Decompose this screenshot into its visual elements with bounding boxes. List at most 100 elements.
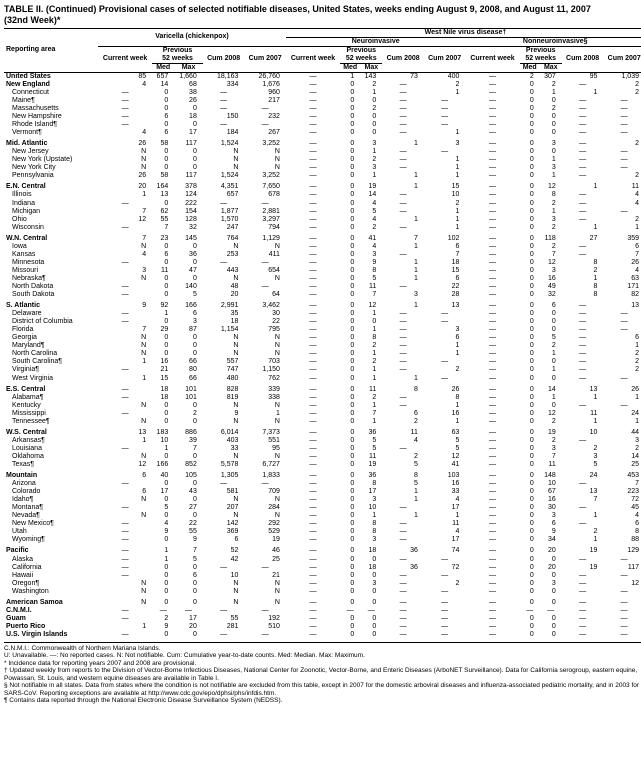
- col-max-1: Max: [174, 63, 203, 72]
- data-cell: —: [382, 580, 424, 588]
- data-cell: 657: [152, 72, 174, 81]
- area-cell: Indiana: [4, 200, 98, 208]
- data-cell: 36: [382, 547, 424, 555]
- data-cell: 0: [520, 418, 540, 426]
- data-cell: 9: [152, 623, 174, 631]
- data-cell: 0: [360, 129, 382, 137]
- data-cell: 4: [98, 81, 152, 89]
- data-cell: 6: [424, 243, 466, 251]
- data-cell: 11: [603, 183, 641, 191]
- data-cell: —: [98, 445, 152, 453]
- data-cell: 0: [340, 267, 360, 275]
- data-cell: —: [562, 556, 604, 564]
- data-cell: 95: [244, 445, 286, 453]
- data-cell: —: [286, 528, 340, 536]
- area-cell: Louisiana: [4, 445, 98, 453]
- data-cell: 0: [340, 259, 360, 267]
- col-max-3: Max: [540, 63, 562, 72]
- data-cell: —: [286, 564, 340, 572]
- data-cell: 7: [98, 235, 152, 243]
- data-cell: —: [465, 429, 519, 437]
- data-cell: 0: [520, 547, 540, 555]
- data-cell: 6: [382, 410, 424, 418]
- data-cell: 10: [424, 191, 466, 199]
- area-cell: Connecticut: [4, 89, 98, 97]
- data-cell: 0: [152, 580, 174, 588]
- data-cell: 17: [424, 536, 466, 544]
- data-cell: 1: [424, 89, 466, 97]
- data-cell: 34: [540, 536, 562, 544]
- area-cell: New York (Upstate): [4, 156, 98, 164]
- data-cell: 0: [340, 291, 360, 299]
- data-cell: 0: [540, 402, 562, 410]
- data-cell: 0: [520, 536, 540, 544]
- data-cell: 0: [152, 453, 174, 461]
- data-cell: 2: [424, 81, 466, 89]
- data-cell: —: [465, 97, 519, 105]
- data-cell: 1: [424, 512, 466, 520]
- data-cell: —: [286, 418, 340, 426]
- data-cell: 8: [603, 528, 641, 536]
- data-cell: 0: [340, 342, 360, 350]
- data-cell: 0: [360, 623, 382, 631]
- data-cell: —: [286, 520, 340, 528]
- data-cell: —: [562, 334, 604, 342]
- data-cell: 10: [360, 504, 382, 512]
- data-cell: N: [98, 350, 152, 358]
- table-row: Texas¶121668525,5786,727—019541—011525: [4, 461, 641, 469]
- data-cell: —: [203, 105, 245, 113]
- data-cell: 6: [424, 334, 466, 342]
- data-cell: 1,676: [244, 81, 286, 89]
- data-cell: 453: [603, 472, 641, 480]
- area-cell: Alaska: [4, 556, 98, 564]
- data-cell: —: [562, 105, 604, 113]
- footnote: * Incidence data for reporting years 200…: [4, 660, 641, 667]
- data-cell: 1: [382, 172, 424, 180]
- data-cell: 0: [520, 259, 540, 267]
- data-cell: 0: [340, 243, 360, 251]
- data-cell: —: [382, 607, 424, 615]
- data-cell: 0: [340, 235, 360, 243]
- data-cell: 0: [520, 243, 540, 251]
- table-row: OklahomaN00NN—011212—07314: [4, 453, 641, 461]
- data-cell: —: [98, 528, 152, 536]
- data-cell: 20: [174, 623, 203, 631]
- data-cell: 0: [152, 148, 174, 156]
- data-cell: —: [562, 623, 604, 631]
- data-cell: 0: [152, 105, 174, 113]
- data-cell: 0: [360, 599, 382, 607]
- data-cell: —: [465, 445, 519, 453]
- data-cell: 13: [98, 429, 152, 437]
- data-cell: 2: [520, 72, 540, 81]
- data-cell: 1,877: [203, 208, 245, 216]
- data-cell: 0: [174, 156, 203, 164]
- data-cell: —: [465, 461, 519, 469]
- data-cell: —: [424, 556, 466, 564]
- data-cell: 5: [174, 556, 203, 564]
- data-cell: 1: [360, 350, 382, 358]
- data-cell: 764: [203, 235, 245, 243]
- data-cell: 0: [520, 480, 540, 488]
- data-cell: 0: [540, 572, 562, 580]
- data-cell: —: [465, 129, 519, 137]
- data-cell: 0: [174, 148, 203, 156]
- data-cell: —: [244, 480, 286, 488]
- data-cell: —: [465, 183, 519, 191]
- data-cell: 443: [203, 267, 245, 275]
- data-cell: —: [98, 504, 152, 512]
- data-cell: 9: [152, 528, 174, 536]
- data-cell: —: [562, 615, 604, 623]
- data-cell: 0: [152, 631, 174, 639]
- data-cell: —: [98, 224, 152, 232]
- data-cell: 1: [603, 224, 641, 232]
- data-cell: 292: [244, 520, 286, 528]
- data-cell: 4: [98, 129, 152, 137]
- data-cell: —: [382, 520, 424, 528]
- data-cell: 27: [174, 504, 203, 512]
- data-cell: —: [286, 291, 340, 299]
- data-cell: —: [286, 208, 340, 216]
- data-cell: 2: [360, 81, 382, 89]
- data-cell: 2: [424, 366, 466, 374]
- data-cell: 18: [152, 394, 174, 402]
- data-cell: 26: [603, 386, 641, 394]
